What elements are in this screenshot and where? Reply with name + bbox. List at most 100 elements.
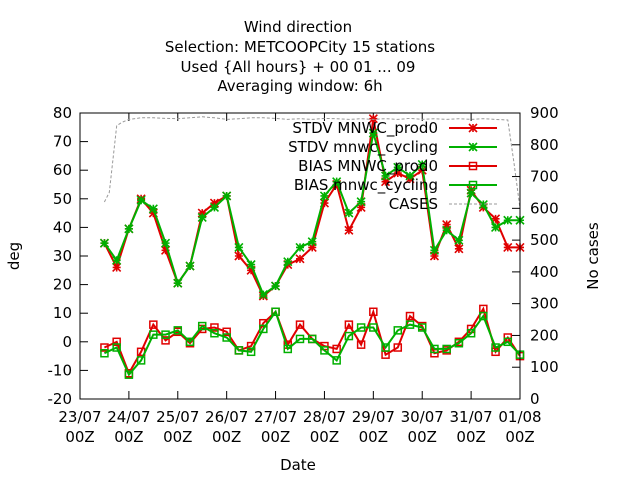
series-1-point-32 — [490, 222, 501, 232]
y2-tick-label-3: 300 — [530, 295, 559, 313]
x-tick-label-hour-8: 00Z — [456, 428, 485, 446]
series-1-point-4 — [148, 204, 158, 214]
series-2-point-16 — [295, 320, 305, 329]
series-0-point-28 — [442, 219, 452, 230]
x-tick-label-3: 26/07 — [205, 408, 248, 426]
series-1-point-12 — [246, 260, 256, 270]
series-0-point-1 — [112, 262, 122, 273]
plot-frame — [79, 112, 521, 400]
series-3-point-31 — [479, 311, 488, 321]
series-1-point-25 — [405, 171, 415, 181]
series-0-point-27 — [429, 251, 440, 261]
x-tick-label-0: 23/07 — [58, 408, 101, 426]
x-tick-label-5: 28/07 — [303, 408, 346, 426]
series-2-point-20 — [344, 320, 354, 329]
series-line-2 — [103, 306, 521, 376]
series-1-point-28 — [442, 225, 452, 235]
series-3-point-13 — [259, 324, 268, 334]
series-3-point-27 — [430, 344, 439, 354]
series-3-point-33 — [503, 337, 513, 347]
series-line-4 — [103, 116, 521, 209]
series-1-point-0 — [99, 238, 110, 248]
series-2-point-25 — [405, 311, 415, 321]
series-0-point-12 — [246, 265, 256, 275]
series-2-point-24 — [393, 343, 403, 352]
series-3-point-14 — [271, 307, 280, 317]
series-3-point-17 — [307, 334, 317, 344]
series-0-point-11 — [234, 251, 244, 261]
series-2-point-22 — [369, 307, 378, 317]
y-tick-label-8: 60 — [53, 161, 72, 179]
legend-marker-2 — [468, 161, 478, 171]
title-line-4: Averaging window: 6h — [217, 77, 382, 95]
series-1-point-19 — [332, 177, 342, 187]
y-tick-label-2: 0 — [62, 333, 72, 351]
legend-label-3: BIAS mnwc_cycling — [294, 176, 438, 195]
series-3-point-5 — [161, 330, 170, 339]
series-3 — [100, 307, 525, 379]
tick-labels: -20-100102030405060708001002003004005006… — [48, 104, 559, 446]
series-1-point-26 — [417, 159, 427, 170]
y2-tick-label-9: 900 — [530, 104, 559, 122]
series-3-point-10 — [222, 333, 231, 342]
series-1-point-14 — [270, 281, 281, 291]
series-2-point-10 — [222, 327, 231, 337]
y2-tick-label-5: 500 — [530, 231, 559, 249]
x-tick-label-8: 31/07 — [449, 408, 492, 426]
legend-marker-1 — [468, 142, 478, 152]
legend-label-0: STDV MNWC_prod0 — [292, 119, 438, 138]
y2-tick-label-7: 700 — [530, 168, 559, 186]
x-tick-label-4: 27/07 — [254, 408, 297, 426]
series-3-point-19 — [332, 356, 341, 365]
series-2-point-19 — [332, 344, 341, 354]
y-axis-label: deg — [5, 242, 23, 270]
series-1-point-33 — [503, 215, 513, 225]
series-3-point-2 — [124, 370, 134, 379]
y-tick-label-1: -10 — [48, 361, 73, 379]
series-3-point-1 — [112, 343, 121, 352]
series-3-point-0 — [100, 348, 109, 358]
series-1-point-7 — [185, 261, 195, 271]
series-1-point-18 — [319, 191, 330, 201]
legend-label-4: CASES — [389, 195, 438, 213]
series-1-point-6 — [173, 278, 183, 288]
series-3-point-20 — [344, 331, 354, 341]
series-1-point-23 — [380, 171, 391, 181]
title-line-3: Used {All hours} + 00 01 ... 09 — [181, 58, 416, 76]
legend-marker-3 — [468, 180, 478, 190]
series-3-point-24 — [393, 326, 403, 335]
series-1-point-16 — [295, 242, 305, 252]
series-3-point-4 — [149, 330, 158, 339]
y2-tick-label-4: 400 — [530, 263, 559, 281]
y2-tick-label-0: 0 — [530, 390, 540, 408]
series-3-point-3 — [136, 356, 146, 365]
series-1-point-24 — [393, 162, 403, 172]
x-tick-label-hour-7: 00Z — [408, 428, 437, 446]
x-tick-label-6: 29/07 — [352, 408, 395, 426]
y2-tick-label-1: 100 — [530, 358, 559, 376]
series-1-point-11 — [234, 242, 244, 252]
series-3-point-29 — [454, 338, 464, 348]
series-3-point-30 — [466, 328, 476, 338]
series-3-point-9 — [210, 328, 219, 338]
y-tick-label-6: 40 — [53, 218, 72, 236]
series-4 — [103, 116, 521, 209]
title-line-1: Wind direction — [244, 18, 352, 36]
series-3-point-16 — [295, 334, 305, 344]
series-1-point-29 — [454, 235, 464, 245]
x-tick-label-1: 24/07 — [107, 408, 150, 426]
series-3-point-26 — [417, 323, 427, 332]
series-2-point-21 — [356, 340, 366, 349]
y-tick-label-10: 80 — [53, 104, 72, 122]
series-0-point-29 — [454, 244, 464, 254]
series-1-point-2 — [124, 224, 134, 234]
series-1-point-21 — [356, 197, 366, 207]
series-2-point-1 — [112, 337, 121, 347]
x-tick-label-7: 30/07 — [401, 408, 444, 426]
legend-label-2: BIAS MNWC_prod0 — [298, 157, 438, 176]
series-2-point-4 — [149, 320, 158, 329]
y-tick-label-7: 50 — [53, 190, 72, 208]
series-1-point-13 — [258, 290, 268, 300]
series-1-point-15 — [283, 257, 293, 267]
